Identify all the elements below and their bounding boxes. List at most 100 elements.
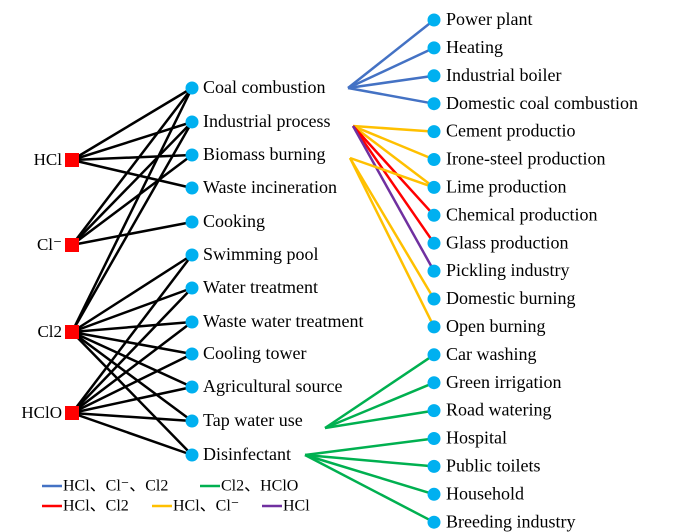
- subsource-node: [427, 515, 441, 529]
- source-node: [65, 238, 79, 252]
- subsource-node: [427, 376, 441, 390]
- category-link: [352, 124, 435, 133]
- subsource-label: Household: [446, 483, 524, 503]
- category-node: [185, 347, 199, 361]
- subsource-label: Green irrigation: [446, 372, 561, 392]
- subsource-label: Car washing: [446, 344, 536, 364]
- category-link: [347, 19, 435, 89]
- source-node: [65, 406, 79, 420]
- source-link: [71, 320, 193, 334]
- subsource-node: [427, 432, 441, 445]
- subsource-label: Power plant: [446, 9, 532, 29]
- subsource-label: Breeding industry: [446, 511, 575, 531]
- source-link: [71, 321, 193, 414]
- subsource-node: [427, 236, 441, 250]
- subsource-node: [427, 69, 441, 83]
- subsource-node: [427, 97, 441, 111]
- source-node: [65, 153, 79, 167]
- category-link: [352, 125, 435, 189]
- category-link: [347, 46, 435, 90]
- source-link: [71, 254, 193, 414]
- subsource-label: Open burning: [446, 316, 545, 336]
- subsource-label: Lime production: [446, 177, 566, 197]
- category-node: [185, 248, 199, 262]
- subsource-node: [427, 292, 441, 306]
- subsource-label: Domestic coal combustion: [446, 93, 638, 113]
- category-label: Industrial process: [203, 111, 330, 131]
- category-label: Agricultural source: [203, 376, 342, 396]
- category-link: [304, 437, 435, 457]
- category-node: [185, 81, 199, 95]
- category-link: [304, 453, 435, 496]
- category-link: [347, 74, 435, 90]
- source-label: Cl⁻: [37, 235, 62, 254]
- category-link: [352, 125, 435, 217]
- category-label: Waste water treatment: [203, 311, 363, 331]
- subsource-node: [427, 180, 441, 194]
- subsource-label: Glass production: [446, 232, 568, 252]
- source-link: [71, 330, 193, 423]
- category-node: [185, 380, 199, 394]
- category-node: [185, 315, 199, 329]
- source-link: [71, 158, 193, 190]
- category-label: Swimming pool: [203, 244, 319, 264]
- category-label: Disinfectant: [203, 444, 291, 464]
- source-link: [71, 220, 193, 247]
- category-node: [185, 115, 199, 129]
- source-link: [71, 330, 193, 356]
- category-label: Water treatment: [203, 277, 318, 297]
- subsource-node: [427, 459, 441, 473]
- source-label: Cl2: [37, 322, 62, 341]
- category-link: [347, 86, 435, 105]
- source-link: [70, 121, 194, 333]
- source-link: [71, 253, 193, 334]
- category-label: Biomass burning: [203, 144, 326, 164]
- category-link: [348, 157, 436, 300]
- subsource-label: Cement productio: [446, 121, 575, 141]
- source-link: [71, 385, 193, 415]
- subsource-label: Public toilets: [446, 456, 541, 476]
- nodes: HCl Cl⁻ Cl2 HClO Coal combustion Industrial p…: [21, 9, 638, 531]
- category-label: Waste incineration: [203, 177, 337, 197]
- source-link: [71, 154, 193, 246]
- category-node: [185, 215, 199, 229]
- subsource-label: Road watering: [446, 400, 551, 420]
- category-node: [185, 414, 199, 428]
- legend: HCl、Cl⁻、Cl2 Cl2、HClO HCl、Cl2 HCl、Cl⁻ HCl: [42, 478, 310, 515]
- subsource-node: [427, 153, 441, 166]
- source-link: [70, 87, 194, 333]
- source-label: HCl: [34, 150, 63, 169]
- source-link: [71, 121, 193, 246]
- subsource-node: [427, 41, 441, 55]
- category-node: [185, 281, 199, 295]
- subsource-label: Pickling industry: [446, 260, 570, 280]
- category-link: [304, 453, 435, 468]
- source-link: [71, 330, 193, 389]
- legend-label: HCl、Cl⁻、Cl2: [63, 478, 168, 495]
- category-link: [324, 409, 435, 430]
- subsource-node: [427, 404, 441, 418]
- edges: [70, 19, 436, 524]
- source-link: [71, 411, 193, 457]
- category-link: [351, 125, 436, 272]
- legend-label: HCl、Cl2: [63, 498, 129, 515]
- category-label: Coal combustion: [203, 77, 326, 97]
- category-link: [351, 125, 436, 244]
- subsource-node: [427, 13, 441, 27]
- subsource-node: [427, 320, 441, 334]
- category-link: [324, 353, 435, 430]
- subsource-node: [427, 208, 441, 222]
- category-link: [352, 124, 435, 161]
- source-link: [71, 411, 193, 423]
- category-link: [349, 156, 435, 189]
- source-node: [65, 325, 79, 339]
- source-link: [71, 331, 193, 456]
- category-link: [324, 381, 435, 430]
- subsource-label: Irone-steel production: [446, 149, 605, 169]
- subsource-label: Chemical production: [446, 204, 597, 224]
- subsource-label: Industrial boiler: [446, 65, 561, 85]
- legend-label: HCl、Cl⁻: [173, 498, 239, 515]
- category-node: [185, 181, 199, 195]
- category-node: [185, 448, 199, 462]
